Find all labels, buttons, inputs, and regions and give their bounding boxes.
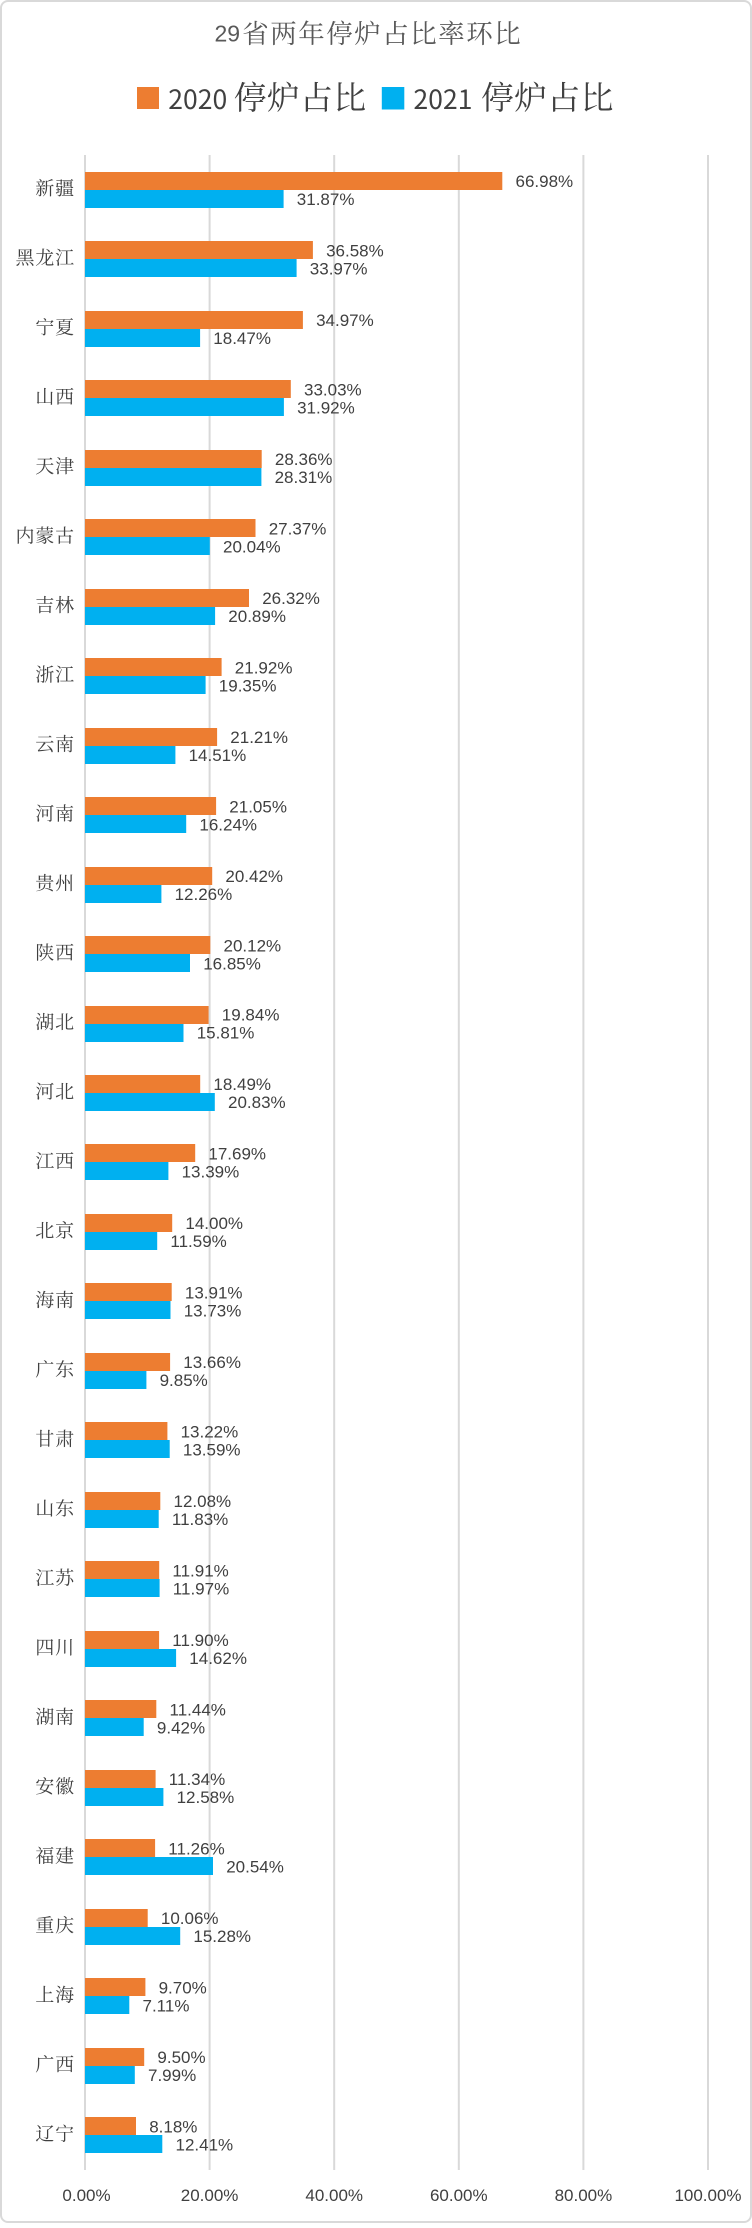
svg-text:20.83%: 20.83% xyxy=(228,1093,286,1112)
svg-text:15.28%: 15.28% xyxy=(193,1927,251,1946)
svg-text:31.92%: 31.92% xyxy=(297,398,355,417)
svg-text:9.70%: 9.70% xyxy=(159,1979,207,1998)
svg-text:17.69%: 17.69% xyxy=(208,1145,266,1164)
svg-text:13.39%: 13.39% xyxy=(182,1163,240,1182)
svg-text:11.97%: 11.97% xyxy=(173,1580,229,1599)
svg-text:8.18%: 8.18% xyxy=(149,2118,197,2137)
svg-text:9.85%: 9.85% xyxy=(160,1371,208,1390)
svg-text:13.66%: 13.66% xyxy=(183,1353,241,1372)
svg-text:19.35%: 19.35% xyxy=(219,676,277,695)
svg-text:100.00%: 100.00% xyxy=(674,2186,741,2205)
svg-text:16.24%: 16.24% xyxy=(199,815,257,834)
svg-text:12.26%: 12.26% xyxy=(175,885,233,904)
svg-text:28.36%: 28.36% xyxy=(275,450,333,469)
svg-text:20.42%: 20.42% xyxy=(225,867,283,886)
svg-text:27.37%: 27.37% xyxy=(269,519,327,538)
svg-text:7.99%: 7.99% xyxy=(148,2066,196,2085)
svg-text:7.11%: 7.11% xyxy=(143,1997,190,2016)
svg-text:11.59%: 11.59% xyxy=(170,1232,226,1251)
svg-text:20.04%: 20.04% xyxy=(223,537,281,556)
svg-text:28.31%: 28.31% xyxy=(275,468,333,487)
svg-text:18.49%: 18.49% xyxy=(213,1075,271,1094)
svg-text:60.00%: 60.00% xyxy=(430,2186,488,2205)
svg-text:14.51%: 14.51% xyxy=(189,746,247,765)
svg-text:11.26%: 11.26% xyxy=(168,1840,224,1859)
svg-text:40.00%: 40.00% xyxy=(305,2186,363,2205)
svg-text:20.89%: 20.89% xyxy=(228,607,286,626)
svg-text:26.32%: 26.32% xyxy=(262,589,320,608)
svg-text:18.47%: 18.47% xyxy=(213,329,271,348)
svg-text:19.84%: 19.84% xyxy=(222,1006,280,1025)
svg-text:20.54%: 20.54% xyxy=(226,1858,284,1877)
svg-text:11.90%: 11.90% xyxy=(172,1631,228,1650)
svg-text:0.00%: 0.00% xyxy=(62,2186,110,2205)
svg-text:36.58%: 36.58% xyxy=(326,241,384,260)
svg-text:11.44%: 11.44% xyxy=(170,1701,226,1720)
svg-text:12.58%: 12.58% xyxy=(177,1788,235,1807)
svg-text:20.00%: 20.00% xyxy=(181,2186,239,2205)
svg-text:33.03%: 33.03% xyxy=(304,380,362,399)
svg-text:14.00%: 14.00% xyxy=(185,1214,243,1233)
svg-text:12.08%: 12.08% xyxy=(174,1492,232,1511)
svg-text:12.41%: 12.41% xyxy=(176,2136,234,2155)
svg-text:33.97%: 33.97% xyxy=(310,259,368,278)
svg-text:34.97%: 34.97% xyxy=(316,311,374,330)
svg-text:11.83%: 11.83% xyxy=(172,1510,228,1529)
svg-text:31.87%: 31.87% xyxy=(297,190,355,209)
svg-text:13.22%: 13.22% xyxy=(181,1423,239,1442)
svg-text:11.34%: 11.34% xyxy=(169,1770,225,1789)
svg-text:20.12%: 20.12% xyxy=(224,936,282,955)
svg-text:13.73%: 13.73% xyxy=(184,1302,242,1321)
svg-text:11.91%: 11.91% xyxy=(172,1562,228,1581)
svg-text:14.62%: 14.62% xyxy=(189,1649,247,1668)
svg-text:15.81%: 15.81% xyxy=(197,1024,255,1043)
svg-text:13.59%: 13.59% xyxy=(183,1441,241,1460)
svg-text:16.85%: 16.85% xyxy=(203,954,261,973)
svg-text:21.05%: 21.05% xyxy=(229,797,287,816)
svg-text:9.42%: 9.42% xyxy=(157,1719,205,1738)
svg-text:9.50%: 9.50% xyxy=(157,2048,205,2067)
svg-text:10.06%: 10.06% xyxy=(161,1909,219,1928)
svg-text:13.91%: 13.91% xyxy=(185,1284,243,1303)
svg-text:66.98%: 66.98% xyxy=(516,172,574,191)
svg-text:29: 29 xyxy=(215,21,241,47)
svg-text:80.00%: 80.00% xyxy=(555,2186,613,2205)
svg-text:21.21%: 21.21% xyxy=(230,728,288,747)
svg-text:21.92%: 21.92% xyxy=(235,658,293,677)
